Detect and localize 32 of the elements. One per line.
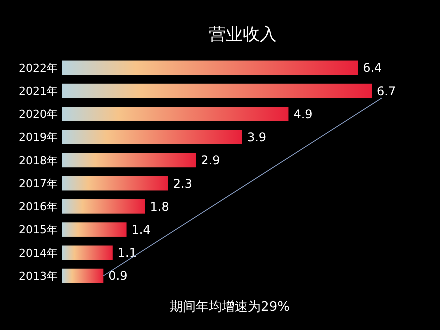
y-tick-label: 2015年 bbox=[19, 224, 58, 237]
data-label: 2.9 bbox=[201, 154, 220, 168]
chart-title: 营业收入 bbox=[209, 25, 277, 45]
bar bbox=[62, 268, 104, 284]
bar bbox=[62, 60, 358, 76]
y-tick-label: 2020年 bbox=[19, 108, 58, 122]
bar bbox=[62, 222, 127, 237]
y-tick-label: 2017年 bbox=[19, 177, 58, 190]
data-label: 4.9 bbox=[294, 107, 313, 122]
data-label: 2.3 bbox=[173, 176, 193, 191]
bar bbox=[62, 84, 372, 98]
data-label: 1.1 bbox=[118, 246, 137, 260]
y-tick-label: 2022年 bbox=[19, 62, 58, 75]
bar bbox=[62, 130, 242, 144]
text: 期间年均增速为29% bbox=[170, 300, 290, 315]
data-label: 6.4 bbox=[363, 61, 382, 76]
y-tick-label: 2021年 bbox=[19, 84, 58, 98]
bar bbox=[62, 176, 168, 191]
bar bbox=[62, 246, 113, 260]
y-tick-label: 2014年 bbox=[19, 246, 58, 260]
data-label: 3.9 bbox=[247, 130, 267, 145]
data-label: 6.7 bbox=[377, 84, 396, 98]
data-label: 1.4 bbox=[132, 223, 151, 238]
bar bbox=[62, 200, 146, 214]
y-tick-label: 2013年 bbox=[19, 270, 58, 283]
data-label: 1.8 bbox=[150, 200, 170, 214]
data-label: 0.9 bbox=[108, 269, 128, 284]
y-tick-label: 2018年 bbox=[19, 154, 58, 168]
y-tick-label: 2019年 bbox=[19, 131, 58, 144]
bar bbox=[62, 153, 196, 168]
y-tick-label: 2016年 bbox=[19, 200, 58, 214]
bar bbox=[62, 107, 289, 122]
